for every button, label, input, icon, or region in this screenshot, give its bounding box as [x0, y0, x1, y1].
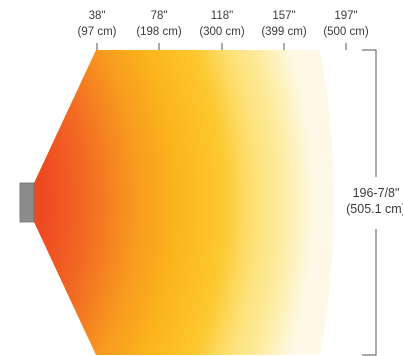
coverage-width-inches: 196-7/8"	[353, 186, 400, 200]
distance-label-157-in: 157"	[272, 10, 295, 22]
coverage-width-cm: (505.1 cm)	[346, 202, 403, 216]
distance-label-197-cm: (500 cm)	[323, 26, 369, 38]
distance-label-118-cm: (300 cm)	[199, 26, 245, 38]
heat-zone	[34, 50, 334, 355]
distance-label-197-in: 197"	[334, 10, 357, 22]
coverage-width-bracket	[362, 49, 377, 356]
distance-label-118-in: 118"	[211, 10, 233, 22]
distance-label-78-in: 78"	[151, 10, 168, 22]
distance-label-157-cm: (399 cm)	[261, 26, 307, 38]
distance-label-38-cm: (97 cm)	[78, 26, 117, 38]
distance-label-78-cm: (198 cm)	[136, 26, 182, 38]
distance-labels: 38" (97 cm) 78" (198 cm) 118" (300 cm) 1…	[78, 10, 369, 38]
distance-label-38-in: 38"	[89, 10, 106, 22]
distance-ticks	[96, 43, 347, 50]
heater-unit	[19, 182, 35, 223]
